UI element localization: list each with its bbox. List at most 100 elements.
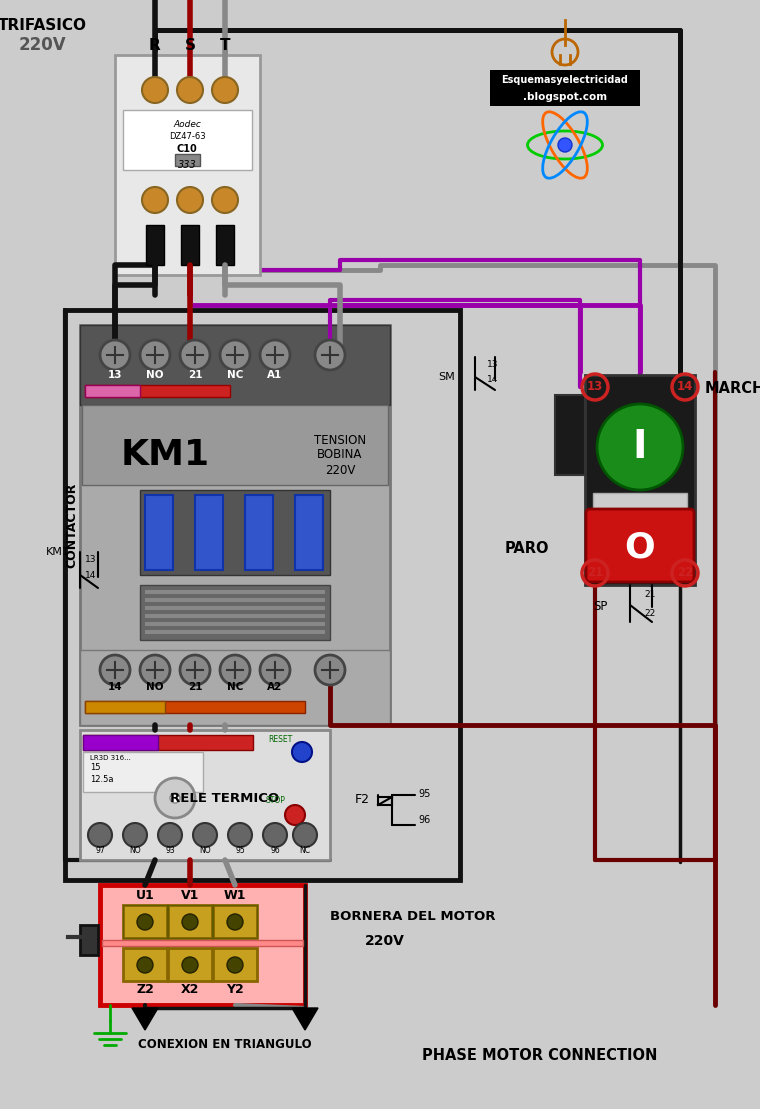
Text: PHASE MOTOR CONNECTION: PHASE MOTOR CONNECTION <box>423 1048 657 1064</box>
Bar <box>145 622 325 625</box>
Bar <box>65 311 460 881</box>
Bar <box>83 735 253 750</box>
Text: CONTACTOR: CONTACTOR <box>65 482 78 568</box>
Bar <box>145 630 325 634</box>
Circle shape <box>170 793 180 803</box>
Bar <box>85 701 165 713</box>
Circle shape <box>227 957 243 973</box>
Circle shape <box>140 340 170 370</box>
Text: 22: 22 <box>677 567 693 580</box>
Circle shape <box>212 187 238 213</box>
Circle shape <box>180 340 210 370</box>
Bar <box>123 905 167 938</box>
Bar <box>145 614 325 618</box>
Circle shape <box>227 914 243 930</box>
Text: R: R <box>149 38 161 53</box>
Bar <box>140 490 330 574</box>
Bar <box>80 650 390 725</box>
Circle shape <box>100 655 130 685</box>
Text: Z2: Z2 <box>136 983 154 996</box>
Circle shape <box>220 655 250 685</box>
Polygon shape <box>132 1008 158 1030</box>
Circle shape <box>182 957 198 973</box>
Text: SP: SP <box>593 600 607 613</box>
Text: TRIFASICO: TRIFASICO <box>0 18 87 33</box>
Text: Y2: Y2 <box>226 983 244 996</box>
Circle shape <box>597 404 683 490</box>
Text: NC: NC <box>226 370 243 380</box>
Bar <box>115 55 260 275</box>
Circle shape <box>177 77 203 103</box>
Bar <box>123 905 167 938</box>
Text: BORNERA DEL MOTOR: BORNERA DEL MOTOR <box>330 910 496 923</box>
Text: 96: 96 <box>270 846 280 855</box>
Bar <box>213 948 257 981</box>
Bar <box>213 905 257 938</box>
Text: 13: 13 <box>108 370 122 380</box>
Bar <box>245 495 273 570</box>
Text: Esquemasyelectricidad: Esquemasyelectricidad <box>502 75 629 85</box>
Text: SM: SM <box>439 372 455 381</box>
Text: TENSION
BOBINA
220V: TENSION BOBINA 220V <box>314 434 366 477</box>
Bar <box>85 385 230 397</box>
Bar <box>102 940 303 946</box>
Text: 14: 14 <box>487 375 499 384</box>
Text: LR3D 316...: LR3D 316... <box>90 755 131 761</box>
Circle shape <box>228 823 252 847</box>
Bar <box>555 395 585 475</box>
Circle shape <box>155 779 195 818</box>
Bar <box>175 154 200 166</box>
Text: 13: 13 <box>85 554 97 564</box>
Circle shape <box>123 823 147 847</box>
Text: A2: A2 <box>268 682 283 692</box>
Text: 12.5a: 12.5a <box>90 775 113 784</box>
Circle shape <box>142 187 168 213</box>
Circle shape <box>88 823 112 847</box>
Bar <box>168 948 212 981</box>
Bar <box>145 606 325 610</box>
Text: 93: 93 <box>165 846 175 855</box>
Text: 21: 21 <box>188 370 202 380</box>
Text: U1: U1 <box>135 889 154 902</box>
Text: 14: 14 <box>85 571 97 580</box>
Text: 95: 95 <box>418 788 430 798</box>
Text: 97: 97 <box>95 846 105 855</box>
Text: A1: A1 <box>268 370 283 380</box>
Circle shape <box>263 823 287 847</box>
FancyBboxPatch shape <box>586 509 694 582</box>
Circle shape <box>558 138 572 152</box>
Bar <box>85 385 140 397</box>
Bar <box>593 494 687 511</box>
Text: 15: 15 <box>90 763 100 772</box>
Bar <box>123 948 167 981</box>
Text: KM1: KM1 <box>46 547 70 557</box>
Circle shape <box>260 655 290 685</box>
Bar <box>82 405 388 485</box>
Circle shape <box>180 655 210 685</box>
Text: NO: NO <box>146 370 163 380</box>
Bar <box>140 586 330 640</box>
Bar <box>168 905 212 938</box>
Text: NO: NO <box>146 682 163 692</box>
Bar <box>146 225 164 265</box>
Circle shape <box>220 340 250 370</box>
Text: S: S <box>185 38 195 53</box>
Text: 14: 14 <box>677 380 693 394</box>
Bar <box>83 735 158 750</box>
Text: RESET: RESET <box>268 735 292 744</box>
Text: DZ47-63: DZ47-63 <box>169 132 205 141</box>
Text: V1: V1 <box>181 889 199 902</box>
Circle shape <box>293 823 317 847</box>
Bar <box>490 70 640 88</box>
Bar <box>100 885 305 1005</box>
Circle shape <box>315 340 345 370</box>
Text: .blogspot.com: .blogspot.com <box>523 92 607 102</box>
Bar <box>145 590 325 594</box>
Text: MARCHA: MARCHA <box>705 381 760 396</box>
Text: T: T <box>220 38 230 53</box>
Circle shape <box>260 340 290 370</box>
Text: F2: F2 <box>355 793 370 806</box>
Text: O: O <box>625 530 655 564</box>
Text: 95: 95 <box>235 846 245 855</box>
Circle shape <box>177 187 203 213</box>
